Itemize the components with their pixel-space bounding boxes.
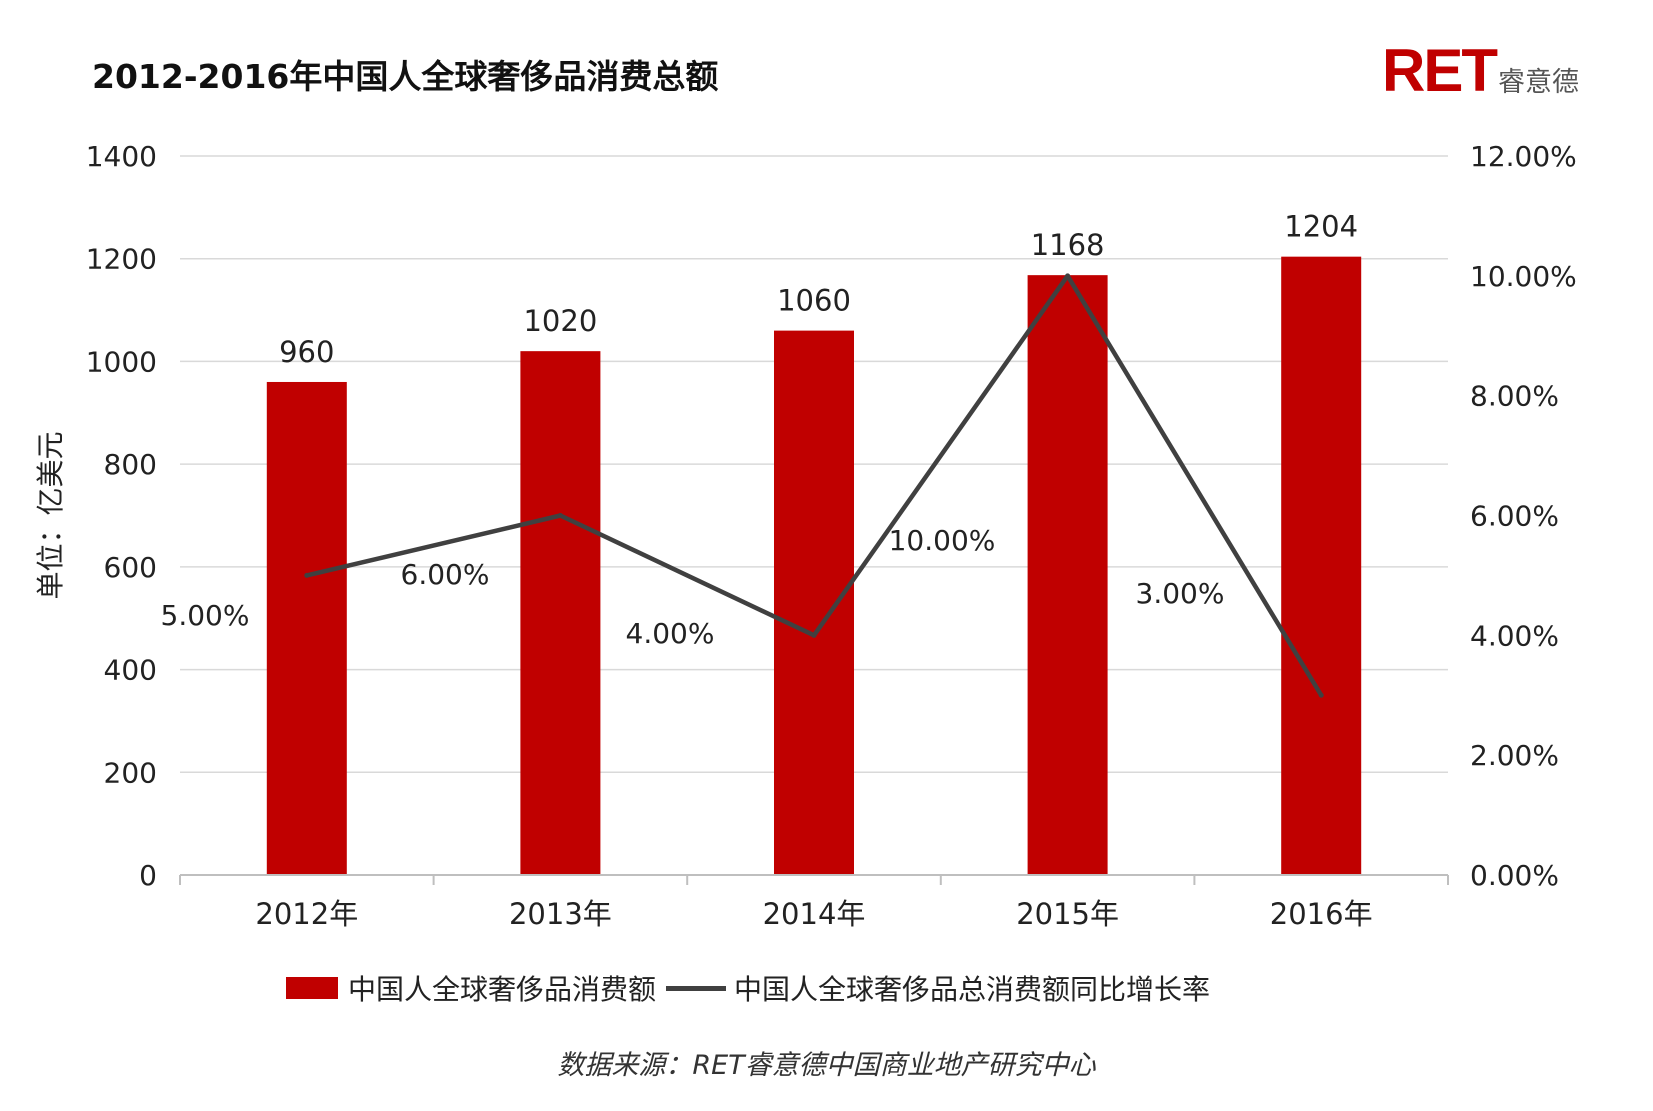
bar <box>1281 256 1362 875</box>
x-tick-label: 2012年 <box>255 897 358 931</box>
y2-tick-label: 8.00% <box>1470 380 1559 413</box>
x-tick-label: 2014年 <box>763 897 866 931</box>
growth-point <box>1065 273 1071 279</box>
y-tick-label: 1400 <box>86 140 157 173</box>
chart-title: 2012-2016年中国人全球奢侈品消费总额 <box>92 57 719 96</box>
logo: RET睿意德 <box>1382 36 1579 104</box>
line-layer <box>304 273 1324 698</box>
axis-layer: 0 200 400 600 800 1000 1200 1400 0.00% 2.00% 4.00%… <box>34 140 1577 931</box>
y2-tick-label: 6.00% <box>1470 500 1559 533</box>
line-value-label: 5.00% <box>161 599 250 632</box>
legend: 中国人全球奢侈品消费额 中国人全球奢侈品总消费额同比增长率 <box>286 968 1210 1008</box>
legend-bar-label: 中国人全球奢侈品消费额 <box>348 973 657 1006</box>
y-tick-label: 400 <box>104 654 157 687</box>
y2-tick-label: 12.00% <box>1470 140 1577 173</box>
bar-value-label: 1020 <box>523 304 597 338</box>
growth-point <box>304 572 310 578</box>
bars-layer <box>266 256 1362 876</box>
line-value-label: 10.00% <box>889 524 996 557</box>
y2-tick-label: 2.00% <box>1470 739 1559 772</box>
legend-bar-swatch <box>286 977 338 999</box>
bar-value-label: 960 <box>279 335 334 369</box>
bar-value-label: 1168 <box>1031 228 1105 262</box>
line-value-label: 4.00% <box>626 617 715 650</box>
bar <box>520 351 601 876</box>
y-tick-label: 800 <box>104 448 157 481</box>
y-tick-label: 1000 <box>86 345 157 378</box>
y-tick-label: 1200 <box>86 243 157 276</box>
legend-line-label: 中国人全球奢侈品总消费额同比增长率 <box>734 973 1211 1006</box>
bar-value-label: 1060 <box>777 284 851 318</box>
y-axis-title: 单位：亿美元 <box>34 431 67 599</box>
growth-point <box>1318 692 1324 698</box>
logo-text: RET <box>1382 37 1498 104</box>
legend-line-swatch <box>666 985 727 991</box>
y-tick-label: 200 <box>104 756 157 789</box>
x-tick-label: 2015年 <box>1016 897 1119 931</box>
label-layer: 960 1020 1060 1168 1204 5.00% 6.00% 4.00% 10.00%… <box>161 210 1359 650</box>
y2-tick-label: 0.00% <box>1470 859 1559 892</box>
bar <box>774 330 854 876</box>
bar <box>1027 275 1108 875</box>
growth-point <box>557 513 563 518</box>
logo-subtitle: 睿意德 <box>1498 67 1579 98</box>
growth-point <box>811 632 817 638</box>
y-tick-label: 0 <box>139 859 157 892</box>
line-value-label: 6.00% <box>401 558 490 591</box>
source-note: 数据来源：RET睿意德中国商业地产研究中心 <box>557 1050 1096 1081</box>
x-tick-label: 2013年 <box>509 897 612 931</box>
bar-value-label: 1204 <box>1284 210 1358 244</box>
line-value-label: 3.00% <box>1136 577 1225 610</box>
y2-tick-label: 10.00% <box>1470 260 1577 293</box>
y2-tick-label: 4.00% <box>1470 619 1559 652</box>
bar <box>266 381 347 875</box>
x-tick-label: 2016年 <box>1270 897 1373 931</box>
y-tick-label: 600 <box>104 551 157 584</box>
